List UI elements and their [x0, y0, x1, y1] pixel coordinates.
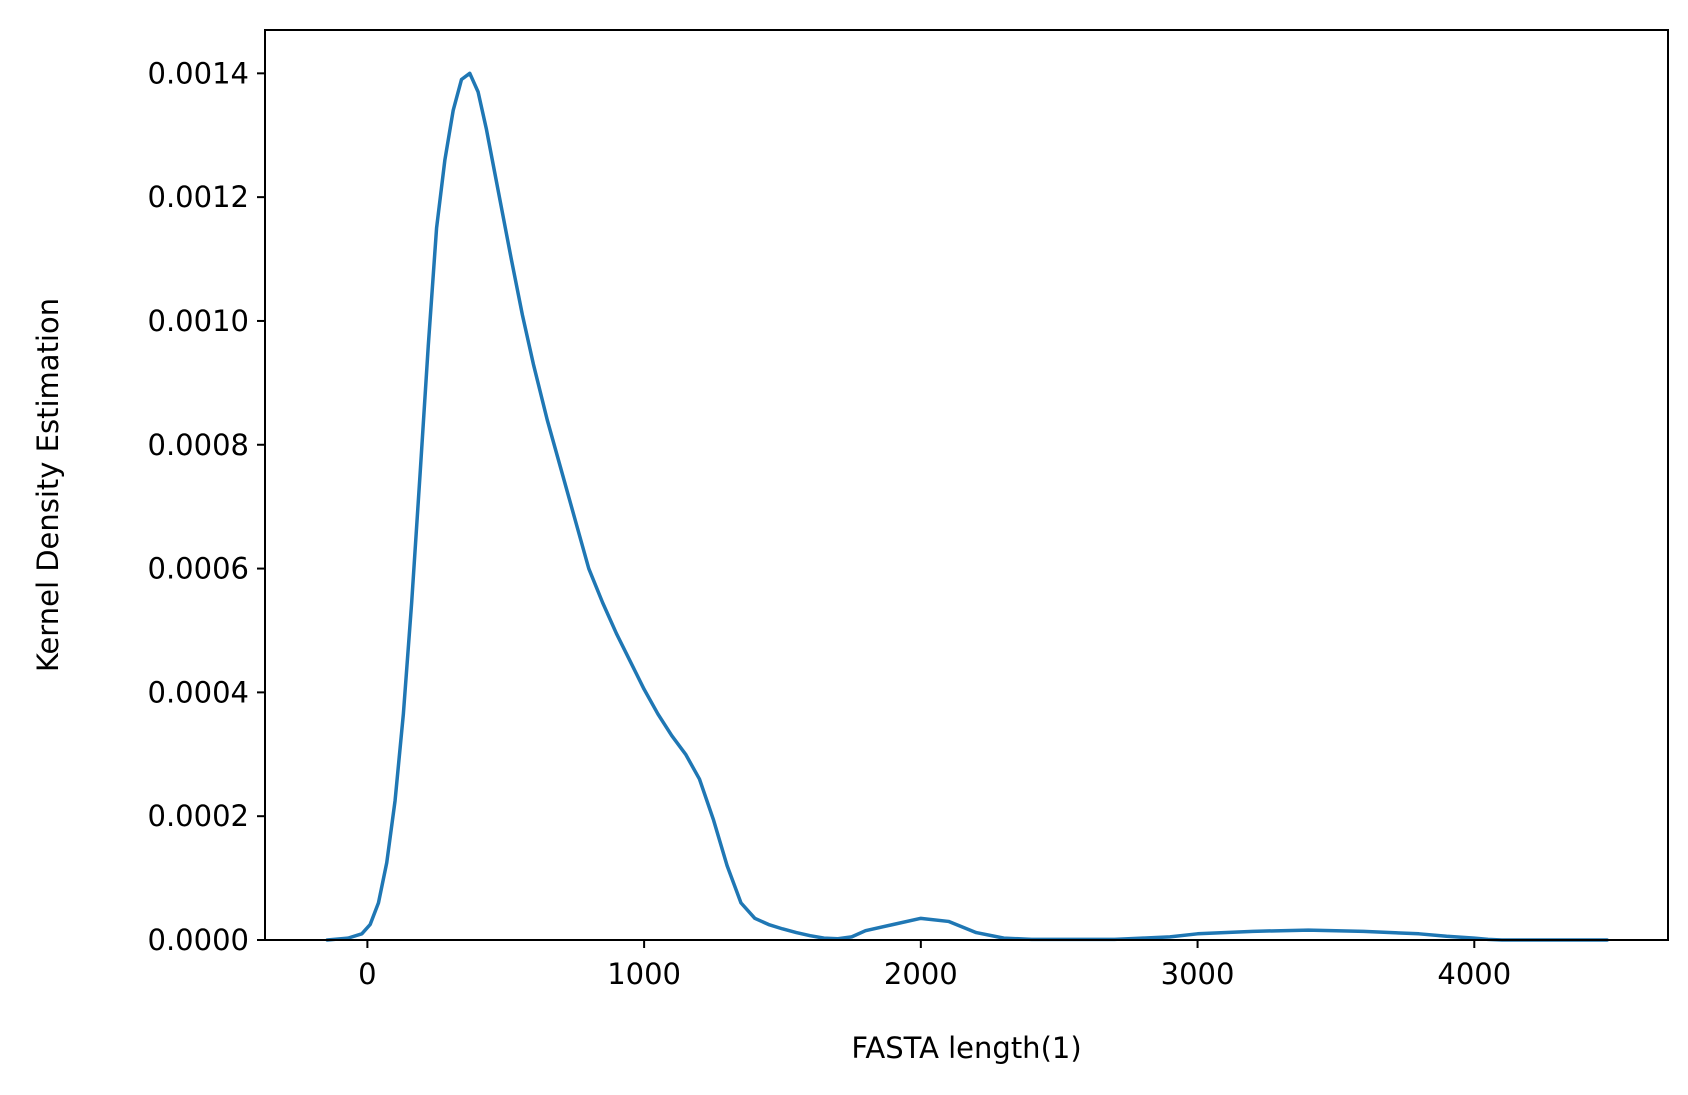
y-axis-title: Kernel Density Estimation — [31, 298, 65, 672]
y-axis-ticks: 0.0000 0.0002 0.0004 0.0006 0.0008 0.0010 0.00… — [148, 56, 265, 957]
x-tick-label: 3000 — [1161, 957, 1235, 991]
plot-area — [325, 71, 1609, 942]
kde-series-line-0 — [325, 71, 1609, 942]
y-tick-label: 0.0000 — [148, 923, 249, 957]
x-tick-label: 4000 — [1437, 957, 1511, 991]
y-tick-label: 0.0014 — [148, 56, 249, 90]
x-tick-label: 2000 — [884, 957, 958, 991]
x-tick-label: 1000 — [607, 957, 681, 991]
y-tick-label: 0.0008 — [148, 428, 249, 462]
x-axis-title: FASTA length(1) — [851, 1031, 1081, 1065]
x-tick-label: 0 — [358, 957, 376, 991]
y-tick-label: 0.0010 — [148, 304, 249, 338]
x-axis-ticks: 0 1000 2000 3000 4000 — [358, 940, 1511, 991]
y-tick-label: 0.0006 — [148, 552, 249, 586]
axes-frame — [264, 29, 1669, 941]
y-tick-label: 0.0002 — [148, 799, 249, 833]
y-tick-label: 0.0004 — [148, 675, 249, 709]
y-tick-label: 0.0012 — [148, 180, 249, 214]
